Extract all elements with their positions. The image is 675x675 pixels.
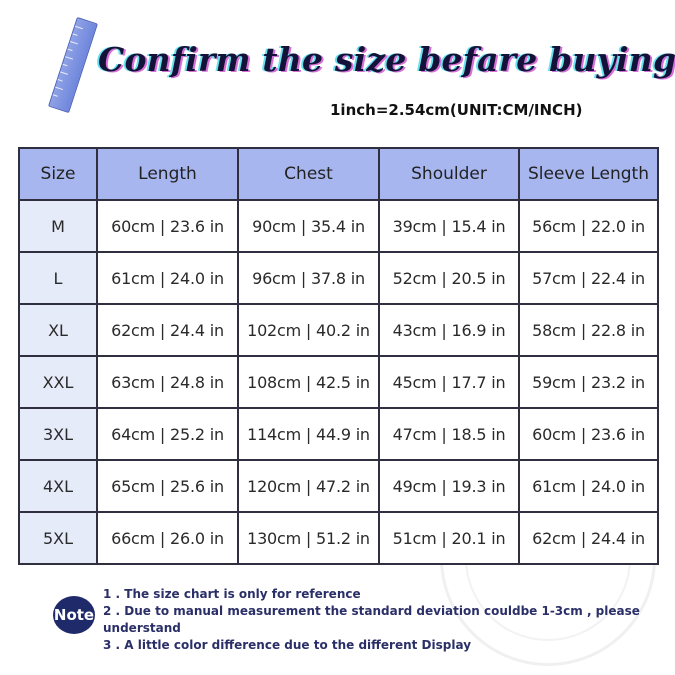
table-row: M 60cm | 23.6 in 90cm | 35.4 in 39cm | 1… bbox=[18, 199, 659, 253]
sleeve-length-cell: 59cm | 23.2 in bbox=[518, 355, 659, 409]
shoulder-cell: 51cm | 20.1 in bbox=[378, 511, 520, 565]
note-line: 2 . Due to manual measurement the standa… bbox=[103, 604, 640, 635]
shoulder-cell: 39cm | 15.4 in bbox=[378, 199, 520, 253]
length-cell: 61cm | 24.0 in bbox=[96, 251, 239, 305]
column-header-chest: Chest bbox=[237, 147, 380, 201]
shoulder-cell: 47cm | 18.5 in bbox=[378, 407, 520, 461]
chest-cell: 120cm | 47.2 in bbox=[237, 459, 380, 513]
unit-note: 1inch=2.54cm(UNIT:CM/INCH) bbox=[330, 101, 583, 119]
chest-cell: 114cm | 44.9 in bbox=[237, 407, 380, 461]
column-header-sleeve-length: Sleeve Length bbox=[518, 147, 659, 201]
sleeve-length-cell: 61cm | 24.0 in bbox=[518, 459, 659, 513]
sleeve-length-cell: 56cm | 22.0 in bbox=[518, 199, 659, 253]
shoulder-cell: 45cm | 17.7 in bbox=[378, 355, 520, 409]
note-line: 1 . The size chart is only for reference bbox=[103, 587, 361, 601]
table-row: XXL 63cm | 24.8 in 108cm | 42.5 in 45cm … bbox=[18, 355, 659, 409]
shoulder-cell: 49cm | 19.3 in bbox=[378, 459, 520, 513]
ruler-icon bbox=[48, 16, 98, 114]
shoulder-cell: 52cm | 20.5 in bbox=[378, 251, 520, 305]
table-header-row: Size Length Chest Shoulder Sleeve Length bbox=[18, 147, 659, 201]
column-header-shoulder: Shoulder bbox=[378, 147, 520, 201]
table-row: 5XL 66cm | 26.0 in 130cm | 51.2 in 51cm … bbox=[18, 511, 659, 565]
sleeve-length-cell: 60cm | 23.6 in bbox=[518, 407, 659, 461]
table-row: 3XL 64cm | 25.2 in 114cm | 44.9 in 47cm … bbox=[18, 407, 659, 461]
table-row: XL 62cm | 24.4 in 102cm | 40.2 in 43cm |… bbox=[18, 303, 659, 357]
size-cell: XL bbox=[18, 303, 98, 357]
sleeve-length-cell: 58cm | 22.8 in bbox=[518, 303, 659, 357]
page-title: Confirm the size befare buying bbox=[98, 40, 675, 79]
size-cell: 3XL bbox=[18, 407, 98, 461]
chest-cell: 102cm | 40.2 in bbox=[237, 303, 380, 357]
note-line: 3 . A little color difference due to the… bbox=[103, 638, 472, 652]
table-row: 4XL 65cm | 25.6 in 120cm | 47.2 in 49cm … bbox=[18, 459, 659, 513]
chest-cell: 108cm | 42.5 in bbox=[237, 355, 380, 409]
size-cell: XXL bbox=[18, 355, 98, 409]
length-cell: 65cm | 25.6 in bbox=[96, 459, 239, 513]
size-table: Size Length Chest Shoulder Sleeve Length… bbox=[18, 147, 659, 565]
size-cell: L bbox=[18, 251, 98, 305]
shoulder-cell: 43cm | 16.9 in bbox=[378, 303, 520, 357]
chest-cell: 96cm | 37.8 in bbox=[237, 251, 380, 305]
column-header-size: Size bbox=[18, 147, 98, 201]
size-cell: 5XL bbox=[18, 511, 98, 565]
length-cell: 66cm | 26.0 in bbox=[96, 511, 239, 565]
note-badge: Note bbox=[53, 596, 95, 634]
sleeve-length-cell: 57cm | 22.4 in bbox=[518, 251, 659, 305]
chest-cell: 130cm | 51.2 in bbox=[237, 511, 380, 565]
chest-cell: 90cm | 35.4 in bbox=[237, 199, 380, 253]
length-cell: 62cm | 24.4 in bbox=[96, 303, 239, 357]
size-cell: 4XL bbox=[18, 459, 98, 513]
table-row: L 61cm | 24.0 in 96cm | 37.8 in 52cm | 2… bbox=[18, 251, 659, 305]
length-cell: 63cm | 24.8 in bbox=[96, 355, 239, 409]
column-header-length: Length bbox=[96, 147, 239, 201]
size-cell: M bbox=[18, 199, 98, 253]
note-list: 1 . The size chart is only for reference… bbox=[103, 586, 651, 654]
length-cell: 64cm | 25.2 in bbox=[96, 407, 239, 461]
sleeve-length-cell: 62cm | 24.4 in bbox=[518, 511, 659, 565]
length-cell: 60cm | 23.6 in bbox=[96, 199, 239, 253]
